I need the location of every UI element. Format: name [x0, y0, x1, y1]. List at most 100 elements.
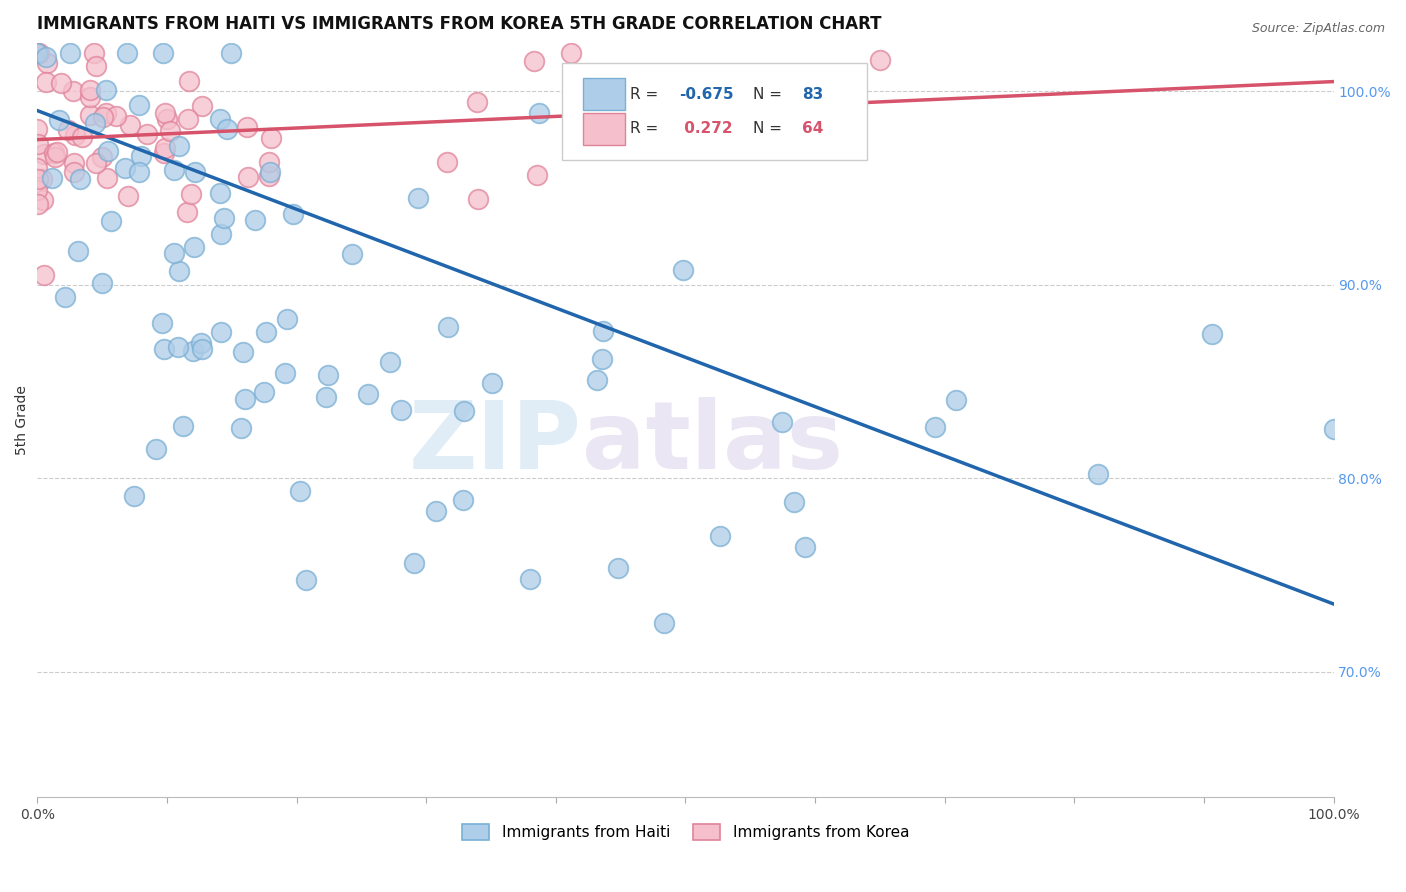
Y-axis label: 5th Grade: 5th Grade [15, 385, 30, 455]
Text: Source: ZipAtlas.com: Source: ZipAtlas.com [1251, 22, 1385, 36]
Point [219, 45, 242, 60]
Text: N =: N = [752, 121, 787, 136]
Point [260, 130, 283, 145]
Point [181, 343, 204, 358]
Point [145, 442, 167, 457]
Point [283, 207, 305, 221]
Point [793, 541, 815, 555]
Point [46, 145, 69, 160]
Point [191, 99, 214, 113]
Point [560, 45, 582, 60]
Point [209, 186, 232, 200]
Point [770, 415, 793, 429]
Point [32, 268, 55, 282]
Point [167, 139, 190, 153]
Point [150, 316, 173, 330]
Point [467, 192, 489, 206]
Point [1087, 467, 1109, 482]
Point [183, 240, 205, 254]
Point [824, 113, 846, 128]
Point [453, 404, 475, 418]
Point [96, 170, 118, 185]
Point [869, 54, 891, 68]
Point [163, 162, 186, 177]
Point [27, 161, 49, 176]
Point [96, 105, 118, 120]
Point [236, 170, 259, 185]
Point [155, 105, 177, 120]
Point [84, 116, 107, 130]
Text: -0.675: -0.675 [679, 87, 734, 102]
Point [591, 352, 613, 367]
Point [62, 165, 84, 179]
Point [316, 368, 339, 383]
Point [27, 183, 49, 197]
Point [783, 494, 806, 508]
Point [41, 171, 63, 186]
Point [209, 227, 232, 241]
Point [1201, 326, 1223, 341]
Point [586, 373, 609, 387]
Text: IMMIGRANTS FROM HAITI VS IMMIGRANTS FROM KOREA 5TH GRADE CORRELATION CHART: IMMIGRANTS FROM HAITI VS IMMIGRANTS FROM… [38, 15, 882, 33]
Point [83, 45, 105, 60]
Point [27, 137, 49, 152]
FancyBboxPatch shape [562, 63, 868, 160]
Point [162, 246, 184, 260]
Point [79, 108, 101, 122]
Point [256, 326, 278, 340]
Point [709, 529, 731, 543]
Point [167, 264, 190, 278]
Point [31, 171, 53, 186]
Point [290, 483, 312, 498]
Point [257, 169, 280, 184]
Point [27, 45, 49, 60]
Point [122, 489, 145, 503]
Point [652, 616, 675, 631]
Point [1322, 421, 1344, 435]
Point [131, 149, 153, 163]
Point [31, 194, 53, 208]
Point [177, 112, 200, 126]
Point [232, 345, 254, 359]
Point [28, 45, 51, 60]
Point [274, 366, 297, 380]
Point [190, 335, 212, 350]
Text: 64: 64 [801, 121, 824, 136]
Point [183, 164, 205, 178]
Point [128, 165, 150, 179]
Point [53, 290, 76, 304]
Point [257, 155, 280, 169]
Point [79, 83, 101, 97]
Text: R =: R = [630, 87, 662, 102]
Point [172, 419, 194, 434]
Point [153, 145, 176, 160]
Point [27, 171, 49, 186]
Point [51, 77, 73, 91]
Point [72, 130, 94, 145]
Point [34, 50, 56, 64]
Point [176, 205, 198, 219]
Point [159, 124, 181, 138]
Point [156, 112, 179, 126]
Point [27, 121, 49, 136]
Point [236, 120, 259, 134]
Point [136, 128, 159, 142]
Point [90, 150, 112, 164]
Point [522, 54, 544, 68]
Point [62, 84, 84, 98]
Point [276, 312, 298, 326]
Point [44, 146, 66, 161]
Point [212, 211, 235, 226]
Point [62, 155, 84, 169]
Point [526, 168, 548, 182]
Point [84, 59, 107, 73]
Point [607, 561, 630, 575]
Point [63, 128, 86, 143]
Point [152, 45, 174, 60]
Point [425, 503, 447, 517]
Point [27, 45, 49, 60]
Point [208, 112, 231, 126]
Legend: Immigrants from Haiti, Immigrants from Korea: Immigrants from Haiti, Immigrants from K… [456, 818, 915, 847]
Point [451, 492, 474, 507]
Point [179, 73, 201, 87]
